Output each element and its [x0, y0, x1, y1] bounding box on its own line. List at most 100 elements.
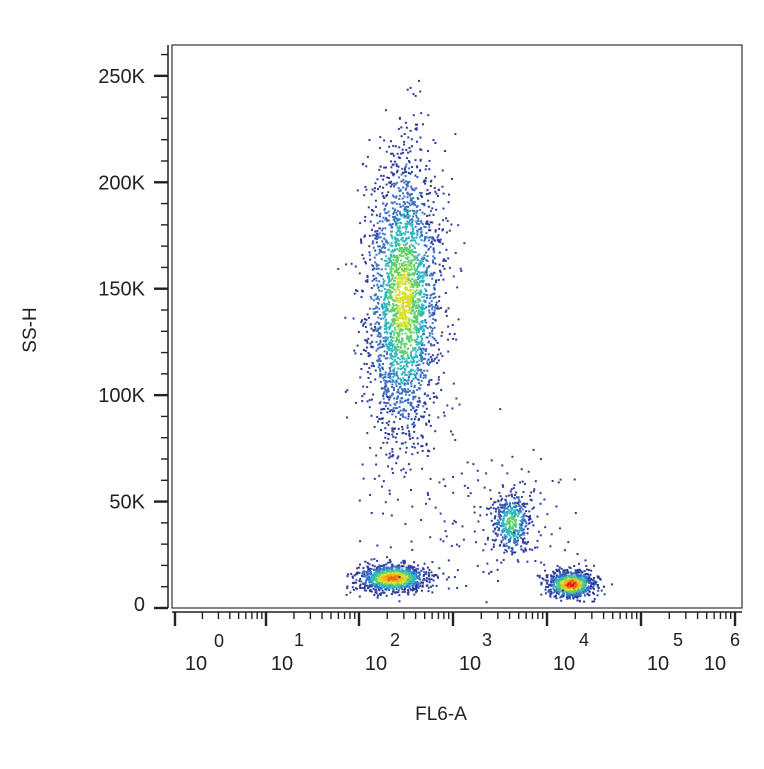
data-point: [414, 123, 417, 126]
data-point: [377, 264, 380, 267]
data-point: [500, 539, 503, 542]
data-point: [407, 261, 410, 263]
data-point: [371, 346, 374, 349]
data-point: [391, 350, 394, 353]
data-point: [384, 310, 387, 313]
data-point: [374, 574, 377, 577]
data-point: [438, 300, 441, 303]
data-point: [382, 387, 385, 390]
data-point: [389, 185, 392, 188]
data-point: [417, 271, 420, 274]
data-point: [408, 376, 410, 379]
data-point: [416, 589, 418, 592]
data-point: [390, 297, 393, 300]
data-point: [418, 322, 421, 325]
data-point: [408, 259, 411, 262]
data-point: [528, 518, 530, 521]
data-point: [431, 354, 434, 357]
data-point: [412, 255, 415, 257]
data-point: [422, 362, 425, 365]
data-point: [376, 559, 379, 562]
data-point: [407, 402, 410, 404]
data-point: [393, 248, 396, 251]
data-point: [427, 205, 430, 208]
data-point: [411, 584, 414, 587]
data-point: [425, 259, 428, 262]
data-point: [603, 593, 606, 596]
data-point: [518, 529, 521, 532]
data-point: [403, 382, 406, 385]
data-point: [401, 366, 404, 369]
data-point: [495, 532, 497, 535]
data-point: [375, 330, 378, 333]
data-point: [421, 585, 424, 588]
data-point: [407, 298, 409, 301]
data-point: [408, 587, 411, 590]
data-point: [393, 352, 396, 355]
data-point: [561, 584, 563, 586]
data-point: [410, 301, 413, 304]
data-point: [437, 195, 439, 197]
data-point: [416, 176, 419, 179]
data-point: [367, 337, 370, 340]
data-point: [418, 304, 420, 307]
data-point: [371, 228, 373, 231]
data-point: [411, 380, 413, 382]
data-point: [415, 581, 418, 584]
data-point: [397, 323, 400, 326]
data-point: [419, 263, 422, 266]
data-point: [360, 368, 363, 370]
data-point: [424, 180, 427, 182]
data-point: [396, 332, 399, 335]
data-point: [513, 540, 516, 543]
data-point: [382, 568, 385, 571]
data-point: [389, 354, 392, 356]
data-point: [436, 353, 439, 356]
data-point: [457, 318, 460, 321]
data-point: [412, 308, 415, 311]
data-point: [562, 593, 565, 596]
data-point: [378, 331, 381, 334]
data-point: [397, 455, 400, 458]
data-point: [390, 570, 393, 573]
data-point: [393, 370, 396, 373]
data-point: [390, 324, 393, 327]
data-point: [411, 253, 414, 256]
data-point: [409, 150, 412, 153]
data-point: [391, 592, 394, 595]
data-point: [419, 289, 422, 292]
data-point: [421, 321, 424, 324]
data-point: [405, 237, 407, 240]
data-point: [544, 579, 547, 582]
data-point: [500, 533, 502, 536]
data-point: [414, 279, 417, 281]
data-point: [361, 163, 364, 166]
data-point: [378, 566, 381, 569]
data-point: [421, 274, 424, 277]
data-point: [403, 171, 406, 174]
data-point: [517, 501, 520, 503]
data-point: [385, 291, 388, 294]
data-point: [359, 376, 362, 379]
data-point: [369, 585, 372, 588]
data-point: [414, 257, 417, 260]
data-point: [374, 187, 376, 190]
data-point: [428, 340, 430, 343]
data-point: [391, 344, 394, 347]
data-point: [409, 337, 412, 340]
data-point: [387, 191, 390, 194]
data-point: [382, 345, 385, 348]
data-point: [382, 307, 384, 310]
data-point: [416, 275, 419, 278]
data-point: [447, 338, 449, 341]
data-point: [384, 319, 387, 322]
data-point: [388, 456, 391, 459]
data-point: [412, 407, 415, 410]
data-point: [592, 577, 595, 579]
data-point: [383, 139, 386, 142]
data-point: [391, 585, 394, 588]
data-point: [364, 321, 367, 324]
data-point: [400, 255, 403, 258]
data-point: [399, 189, 402, 192]
data-point: [440, 334, 443, 337]
